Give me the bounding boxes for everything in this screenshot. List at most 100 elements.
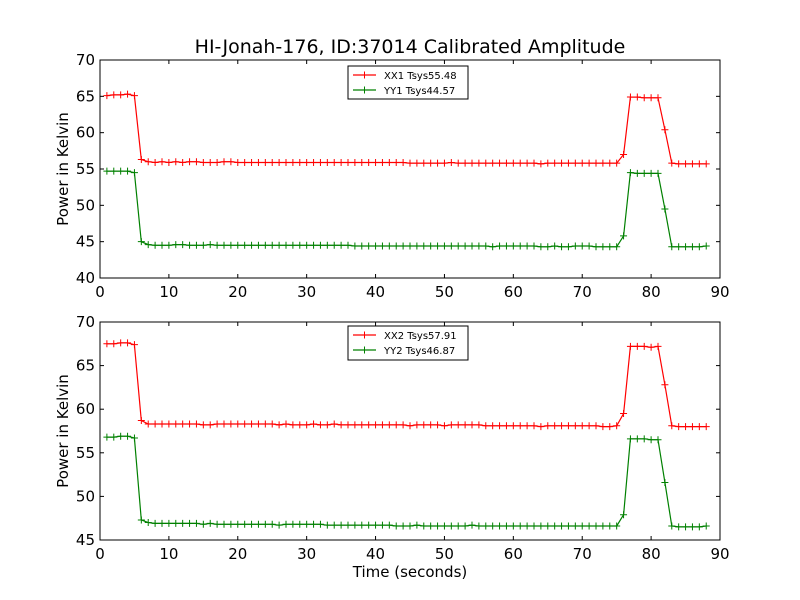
data-point-marker (261, 420, 269, 428)
data-point-marker (227, 420, 235, 428)
data-point-marker (392, 158, 400, 166)
data-point-marker (592, 422, 600, 430)
data-point-marker (668, 243, 676, 251)
data-point-marker (392, 242, 400, 250)
x-tick-label: 10 (159, 545, 178, 563)
data-point-marker (137, 156, 145, 164)
data-point-marker (675, 523, 683, 531)
data-point-marker (475, 522, 483, 530)
data-point-marker (330, 241, 338, 249)
data-point-marker (640, 342, 648, 350)
data-point-marker (413, 421, 421, 429)
data-point-marker (385, 521, 393, 529)
data-point-marker (275, 158, 283, 166)
data-point-marker (392, 522, 400, 530)
data-point-marker (537, 243, 545, 251)
data-point-marker (337, 158, 345, 166)
y-tick-label: 60 (76, 124, 95, 142)
data-point-marker (372, 242, 380, 250)
data-point-marker (268, 420, 276, 428)
data-point-marker (440, 422, 448, 430)
data-point-marker (268, 158, 276, 166)
data-point-marker (434, 242, 442, 250)
data-point-marker (261, 241, 269, 249)
data-point-marker (323, 241, 331, 249)
data-point-marker (172, 519, 180, 527)
data-point-marker (130, 434, 138, 442)
figure-title: HI-Jonah-176, ID:37014 Calibrated Amplit… (195, 36, 626, 58)
data-point-marker (530, 159, 538, 167)
data-point-marker (585, 242, 593, 250)
data-point-marker (316, 158, 324, 166)
data-point-marker (682, 523, 690, 531)
data-point-marker (454, 159, 462, 167)
data-point-marker (695, 243, 703, 251)
data-point-marker (399, 158, 407, 166)
data-point-marker (447, 522, 455, 530)
data-point-marker (468, 421, 476, 429)
data-point-marker (489, 422, 497, 430)
data-point-marker (633, 169, 641, 177)
data-point-marker (502, 522, 510, 530)
data-point-marker (544, 159, 552, 167)
data-point-marker (502, 242, 510, 250)
data-point-marker (192, 519, 200, 527)
data-point-marker (172, 420, 180, 428)
data-point-marker (289, 241, 297, 249)
data-point-marker (358, 158, 366, 166)
data-point-marker (447, 421, 455, 429)
data-point-marker (544, 422, 552, 430)
data-point-marker (578, 159, 586, 167)
data-point-marker (254, 158, 262, 166)
data-point-marker (192, 158, 200, 166)
legend-marker (361, 331, 368, 339)
data-point-marker (626, 342, 634, 350)
data-point-marker (454, 421, 462, 429)
data-point-marker (489, 522, 497, 530)
x-tick-label: 20 (228, 545, 247, 563)
data-point-marker (316, 421, 324, 429)
data-point-marker (427, 522, 435, 530)
data-point-marker (496, 522, 504, 530)
data-point-marker (633, 342, 641, 350)
data-point-marker (454, 522, 462, 530)
data-point-marker (337, 521, 345, 529)
data-point-marker (392, 421, 400, 429)
data-point-marker (640, 169, 648, 177)
data-point-marker (413, 242, 421, 250)
data-point-marker (268, 520, 276, 528)
data-point-marker (103, 92, 111, 100)
data-point-marker (158, 241, 166, 249)
data-point-marker (558, 522, 566, 530)
data-point-marker (378, 242, 386, 250)
legend-box (347, 325, 469, 361)
data-point-marker (220, 420, 228, 428)
x-tick-label: 80 (642, 283, 661, 301)
data-point-marker (427, 421, 435, 429)
data-point-marker (578, 422, 586, 430)
data-point-marker (358, 521, 366, 529)
data-point-marker (406, 422, 414, 430)
data-point-marker (482, 159, 490, 167)
data-point-marker (599, 423, 607, 431)
data-point-marker (516, 159, 524, 167)
data-point-marker (199, 520, 207, 528)
data-point-marker (654, 169, 662, 177)
data-point-marker (502, 159, 510, 167)
data-point-marker (124, 167, 132, 175)
data-point-marker (496, 242, 504, 250)
data-point-marker (165, 519, 173, 527)
data-point-marker (530, 522, 538, 530)
data-point-marker (688, 523, 696, 531)
data-point-marker (509, 522, 517, 530)
data-point-marker (220, 520, 228, 528)
x-tick-label: 60 (504, 545, 523, 563)
data-point-marker (186, 519, 194, 527)
data-point-marker (275, 421, 283, 429)
data-point-marker (461, 242, 469, 250)
data-point-marker (296, 421, 304, 429)
legend-marker (361, 71, 368, 79)
data-point-marker (440, 159, 448, 167)
data-point-marker (289, 520, 297, 528)
data-point-marker (420, 522, 428, 530)
